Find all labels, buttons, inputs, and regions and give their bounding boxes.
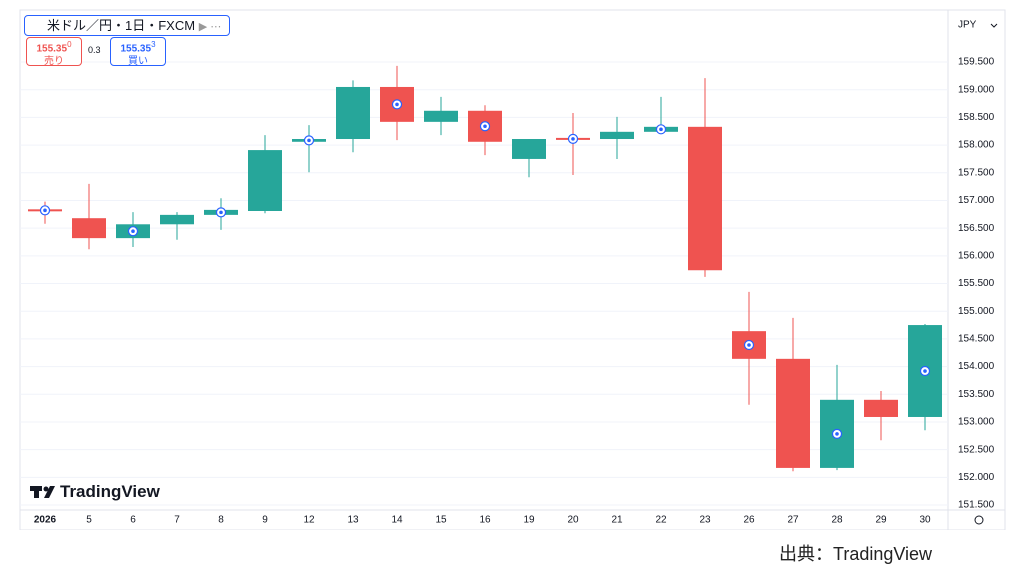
- x-tick-label: 13: [347, 515, 359, 526]
- y-tick-label: 156.500: [958, 223, 995, 234]
- y-tick-label: 155.500: [958, 278, 995, 289]
- x-tick-label: 14: [391, 515, 403, 526]
- buy-price: 155.35: [120, 43, 152, 55]
- event-marker-dot: [923, 369, 927, 373]
- candle-body: [512, 139, 546, 159]
- y-tick-label: 157.500: [958, 167, 995, 178]
- buy-button[interactable]: 155.353 買い: [110, 37, 166, 68]
- y-tick-label: 151.500: [958, 500, 995, 511]
- event-marker-dot: [483, 124, 487, 129]
- x-tick-label: 6: [130, 515, 136, 526]
- x-tick-label: 27: [787, 515, 799, 526]
- x-tick-label: 12: [303, 515, 315, 526]
- event-marker-dot: [43, 208, 47, 213]
- event-marker-dot: [747, 343, 751, 347]
- x-tick-label: 9: [262, 515, 268, 526]
- logo: [30, 486, 55, 498]
- x-tick-label: 2026: [34, 515, 57, 526]
- sell-button[interactable]: 155.350 売り: [26, 37, 82, 68]
- event-marker-dot: [835, 432, 839, 436]
- sell-price: 155.35: [36, 43, 68, 55]
- spread: 0.3: [88, 45, 101, 55]
- x-tick-label: 30: [919, 515, 931, 526]
- x-tick-label: 20: [567, 515, 579, 526]
- symbol-text: 米ドル／円・1日・FXCM: [47, 18, 196, 33]
- y-tick-label: 153.000: [958, 417, 995, 428]
- x-tick-label: 8: [218, 515, 224, 526]
- candle-body: [864, 399, 898, 417]
- y-tick-label: 156.000: [958, 250, 995, 261]
- candle-body: [688, 126, 722, 271]
- y-tick-label: 153.500: [958, 389, 995, 400]
- event-marker-dot: [571, 137, 575, 141]
- y-tick-label: 152.500: [958, 444, 995, 455]
- x-tick-label: 15: [435, 515, 447, 526]
- sell-label: 売り: [44, 56, 64, 68]
- frame: [19, 9, 1006, 530]
- event-marker-dot: [659, 127, 663, 132]
- source: 出典：TradingView: [779, 544, 933, 564]
- x-tick-label: 16: [479, 515, 491, 526]
- symbol[interactable]: 米ドル／円・1日・FXCM ▶ ⋯: [24, 15, 231, 36]
- event-marker-dot: [219, 210, 223, 215]
- settings-icon[interactable]: [974, 515, 984, 525]
- y-tick-label: 155.000: [958, 306, 995, 317]
- chart: JPY 151.500 152.000 152.500 153.000 153.500 1…: [19, 9, 1006, 530]
- sell-price-sup: 0: [67, 40, 72, 49]
- candle-body: [72, 218, 106, 239]
- x-tick-label: 5: [86, 515, 92, 526]
- x-tick-label: 7: [174, 515, 180, 526]
- watermark: TradingView: [60, 482, 160, 501]
- y-tick-label: 157.000: [958, 195, 995, 206]
- event-marker-dot: [131, 229, 135, 234]
- x-tick-label: 22: [655, 515, 667, 526]
- y-tick-label: 158.500: [958, 112, 995, 123]
- currency[interactable]: JPY: [958, 20, 977, 31]
- candle-body: [776, 358, 810, 468]
- x-tick-label: 23: [699, 515, 711, 526]
- buy-price-sup: 3: [151, 40, 156, 49]
- x-tick-label: 28: [831, 515, 843, 526]
- x-tick-label: 21: [611, 515, 623, 526]
- event-marker-dot: [307, 138, 311, 143]
- dropdown-icon[interactable]: [990, 23, 998, 28]
- candle-body: [424, 110, 458, 122]
- y-tick-label: 152.000: [958, 472, 995, 483]
- y-tick-label: 154.500: [958, 334, 995, 345]
- candle-body: [336, 86, 370, 140]
- buy-label: 買い: [128, 56, 148, 68]
- y-tick-label: 159.500: [958, 57, 995, 68]
- y-tick-label: 154.000: [958, 361, 995, 372]
- x-tick-label: 26: [743, 515, 755, 526]
- y-tick-label: 159.000: [958, 84, 995, 95]
- candle-body: [160, 214, 194, 225]
- candle-body: [248, 150, 282, 211]
- more-icon[interactable]: ▶ ⋯: [198, 21, 222, 33]
- x-tick-label: 29: [875, 515, 887, 526]
- y-tick-label: 158.000: [958, 140, 995, 151]
- event-marker-dot: [395, 102, 399, 107]
- candle-body: [600, 131, 634, 140]
- x-tick-label: 19: [523, 515, 535, 526]
